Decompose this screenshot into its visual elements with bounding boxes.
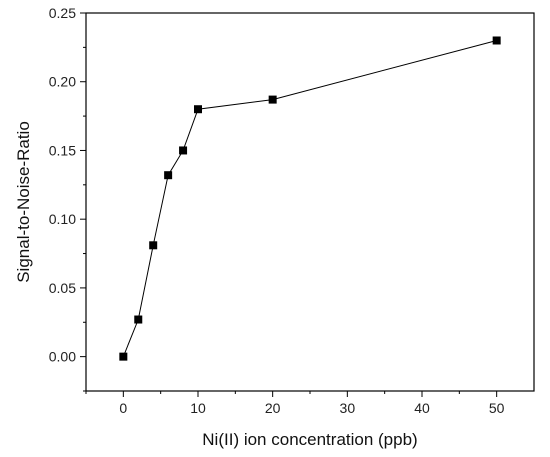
y-tick-label: 0.15 <box>49 142 76 158</box>
y-tick-label: 0.20 <box>49 74 76 90</box>
x-axis-title: Ni(II) ion concentration (ppb) <box>202 430 417 449</box>
x-axis-ticks: 0 10 20 30 40 50 <box>85 391 505 416</box>
plot-frame <box>85 12 535 392</box>
y-axis-ticks: 0.00 0.05 0.10 0.15 0.20 0.25 <box>49 5 86 392</box>
data-point <box>164 171 173 180</box>
data-point <box>179 146 188 155</box>
data-point <box>492 36 501 45</box>
y-tick-label: 0.05 <box>49 280 76 296</box>
data-point <box>268 95 277 104</box>
x-tick-label: 30 <box>340 400 356 416</box>
x-tick-label: 0 <box>119 400 127 416</box>
y-tick-label: 0.25 <box>49 5 76 21</box>
series-line <box>122 40 497 357</box>
data-point <box>134 315 143 324</box>
data-point <box>119 352 128 361</box>
y-axis-title: Signal-to-Noise-Ratio <box>14 121 33 283</box>
x-tick-label: 10 <box>190 400 206 416</box>
y-tick-label: 0.00 <box>49 349 76 365</box>
x-tick-label: 20 <box>265 400 281 416</box>
x-tick-label: 50 <box>489 400 505 416</box>
data-point <box>149 241 158 250</box>
data-point <box>194 105 202 114</box>
data-markers <box>119 36 501 361</box>
y-tick-label: 0.10 <box>49 211 76 227</box>
x-tick-label: 40 <box>414 400 430 416</box>
